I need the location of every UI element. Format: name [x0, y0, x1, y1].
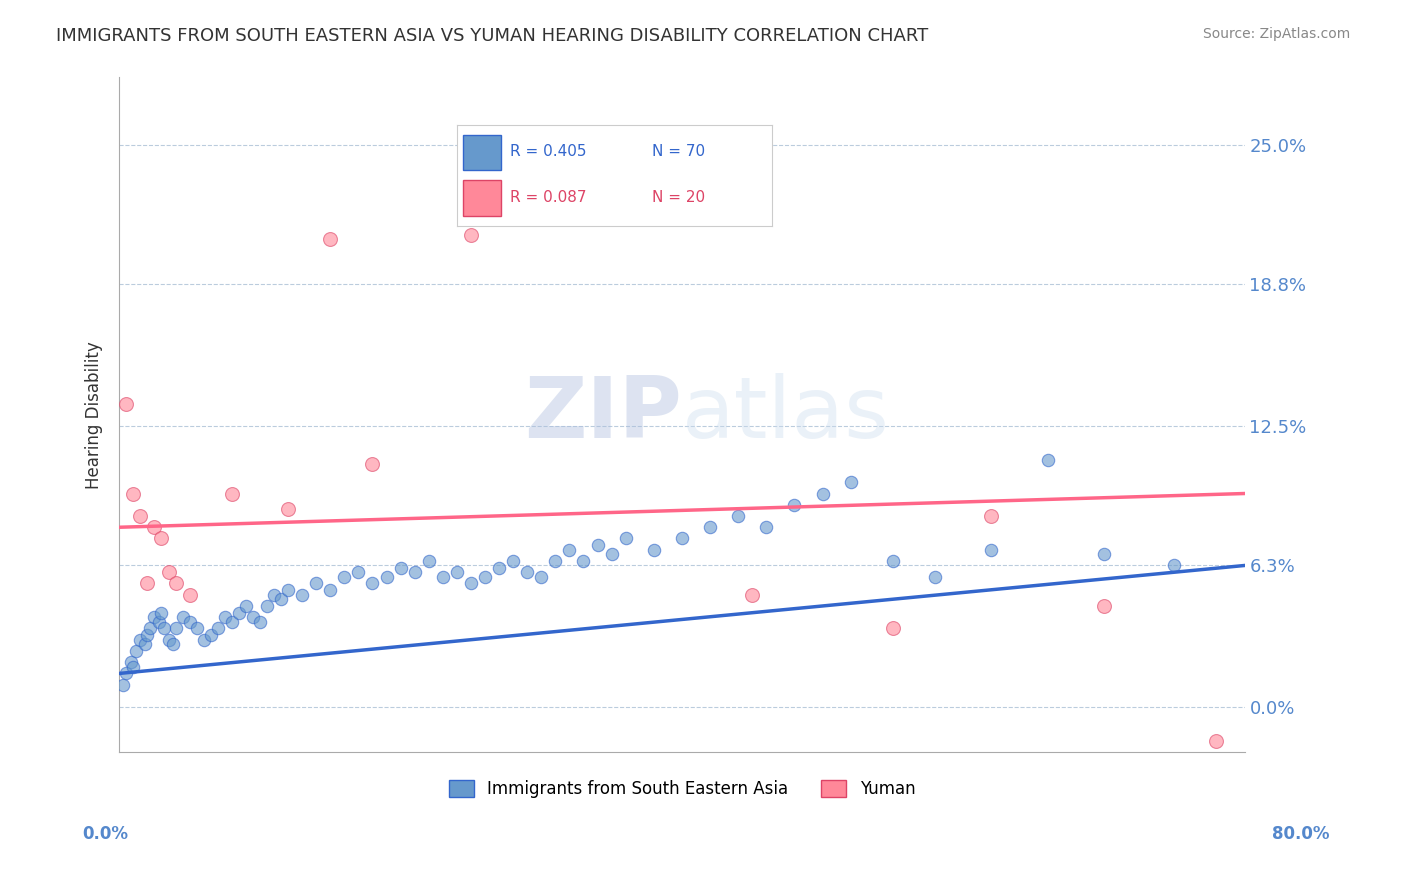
- Point: [157, 566, 180, 580]
- Point: [179, 615, 201, 629]
- Point: [235, 599, 257, 613]
- Point: [319, 232, 342, 246]
- Point: [418, 554, 440, 568]
- Point: [1092, 547, 1115, 561]
- Text: ZIP: ZIP: [524, 373, 682, 457]
- Point: [242, 610, 264, 624]
- Point: [143, 610, 166, 624]
- Point: [586, 538, 609, 552]
- Point: [129, 632, 152, 647]
- Point: [165, 576, 187, 591]
- Point: [207, 622, 229, 636]
- Point: [214, 610, 236, 624]
- Point: [389, 560, 412, 574]
- Point: [256, 599, 278, 613]
- Point: [157, 632, 180, 647]
- Point: [882, 554, 904, 568]
- Point: [839, 475, 862, 490]
- Point: [136, 628, 159, 642]
- Point: [333, 570, 356, 584]
- Point: [221, 486, 243, 500]
- Point: [1036, 452, 1059, 467]
- Point: [980, 508, 1002, 523]
- Point: [460, 227, 482, 242]
- Point: [1205, 734, 1227, 748]
- Point: [162, 637, 184, 651]
- Point: [186, 622, 208, 636]
- Point: [122, 659, 145, 673]
- Point: [432, 570, 454, 584]
- Point: [755, 520, 778, 534]
- Point: [446, 566, 468, 580]
- Point: [404, 566, 426, 580]
- Point: [643, 542, 665, 557]
- Point: [136, 576, 159, 591]
- Point: [882, 622, 904, 636]
- Point: [544, 554, 567, 568]
- Point: [125, 644, 148, 658]
- Point: [361, 576, 384, 591]
- Point: [263, 588, 285, 602]
- Point: [600, 547, 623, 561]
- Text: 0.0%: 0.0%: [83, 825, 128, 843]
- Point: [270, 592, 292, 607]
- Text: 80.0%: 80.0%: [1272, 825, 1329, 843]
- Point: [120, 655, 142, 669]
- Point: [319, 583, 342, 598]
- Point: [115, 666, 138, 681]
- Y-axis label: Hearing Disability: Hearing Disability: [86, 341, 103, 489]
- Point: [150, 532, 173, 546]
- Point: [129, 508, 152, 523]
- Point: [361, 457, 384, 471]
- Point: [924, 570, 946, 584]
- Point: [727, 508, 749, 523]
- Point: [1092, 599, 1115, 613]
- Point: [375, 570, 398, 584]
- Point: [699, 520, 721, 534]
- Text: Source: ZipAtlas.com: Source: ZipAtlas.com: [1202, 27, 1350, 41]
- Point: [783, 498, 806, 512]
- Text: atlas: atlas: [682, 373, 890, 457]
- Point: [277, 502, 299, 516]
- Point: [614, 532, 637, 546]
- Point: [530, 570, 553, 584]
- Point: [165, 622, 187, 636]
- Point: [221, 615, 243, 629]
- Point: [558, 542, 581, 557]
- Point: [134, 637, 156, 651]
- Legend: Immigrants from South Eastern Asia, Yuman: Immigrants from South Eastern Asia, Yuma…: [441, 773, 922, 805]
- Point: [291, 588, 314, 602]
- Point: [502, 554, 524, 568]
- Point: [172, 610, 194, 624]
- Point: [200, 628, 222, 642]
- Point: [1163, 558, 1185, 573]
- Point: [143, 520, 166, 534]
- Point: [122, 486, 145, 500]
- Point: [671, 532, 693, 546]
- Point: [460, 576, 482, 591]
- Text: IMMIGRANTS FROM SOUTH EASTERN ASIA VS YUMAN HEARING DISABILITY CORRELATION CHART: IMMIGRANTS FROM SOUTH EASTERN ASIA VS YU…: [56, 27, 928, 45]
- Point: [148, 615, 170, 629]
- Point: [228, 606, 250, 620]
- Point: [193, 632, 215, 647]
- Point: [600, 205, 623, 219]
- Point: [741, 588, 763, 602]
- Point: [179, 588, 201, 602]
- Point: [115, 396, 138, 410]
- Point: [488, 560, 510, 574]
- Point: [153, 622, 176, 636]
- Point: [277, 583, 299, 598]
- Point: [516, 566, 538, 580]
- Point: [474, 570, 496, 584]
- Point: [811, 486, 834, 500]
- Point: [980, 542, 1002, 557]
- Point: [347, 566, 370, 580]
- Point: [305, 576, 328, 591]
- Point: [572, 554, 595, 568]
- Point: [249, 615, 271, 629]
- Point: [112, 678, 135, 692]
- Point: [139, 622, 162, 636]
- Point: [150, 606, 173, 620]
